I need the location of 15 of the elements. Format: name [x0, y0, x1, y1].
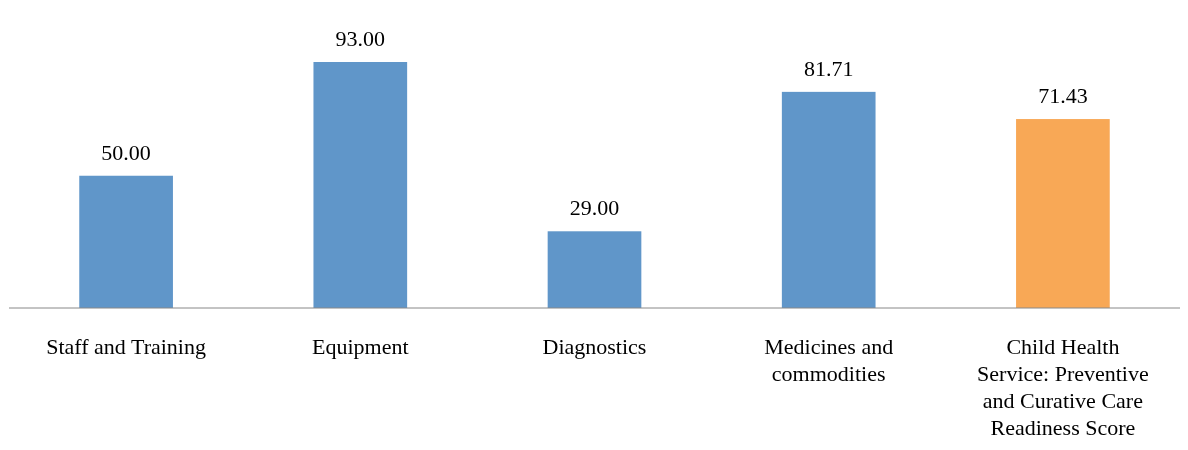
data-label: 71.43 — [1038, 83, 1088, 109]
data-label: 29.00 — [569, 195, 620, 221]
x-tick-label: Medicines and commodities — [764, 334, 894, 386]
bar — [313, 62, 408, 308]
x-tick-label: Equipment — [312, 334, 409, 359]
x-tick-label: Staff and Training — [46, 334, 206, 359]
bar — [781, 91, 876, 308]
x-tick-label: Child Health Service: Preventive and Curative Care Readiness Score — [977, 334, 1149, 440]
x-tick-label: Diagnostics — [542, 334, 647, 359]
data-label: 50.00 — [101, 139, 151, 165]
bar — [547, 231, 642, 308]
data-label: 81.71 — [803, 55, 854, 81]
data-label: 93.00 — [335, 26, 386, 51]
bar — [79, 175, 173, 308]
bar — [1016, 119, 1110, 308]
